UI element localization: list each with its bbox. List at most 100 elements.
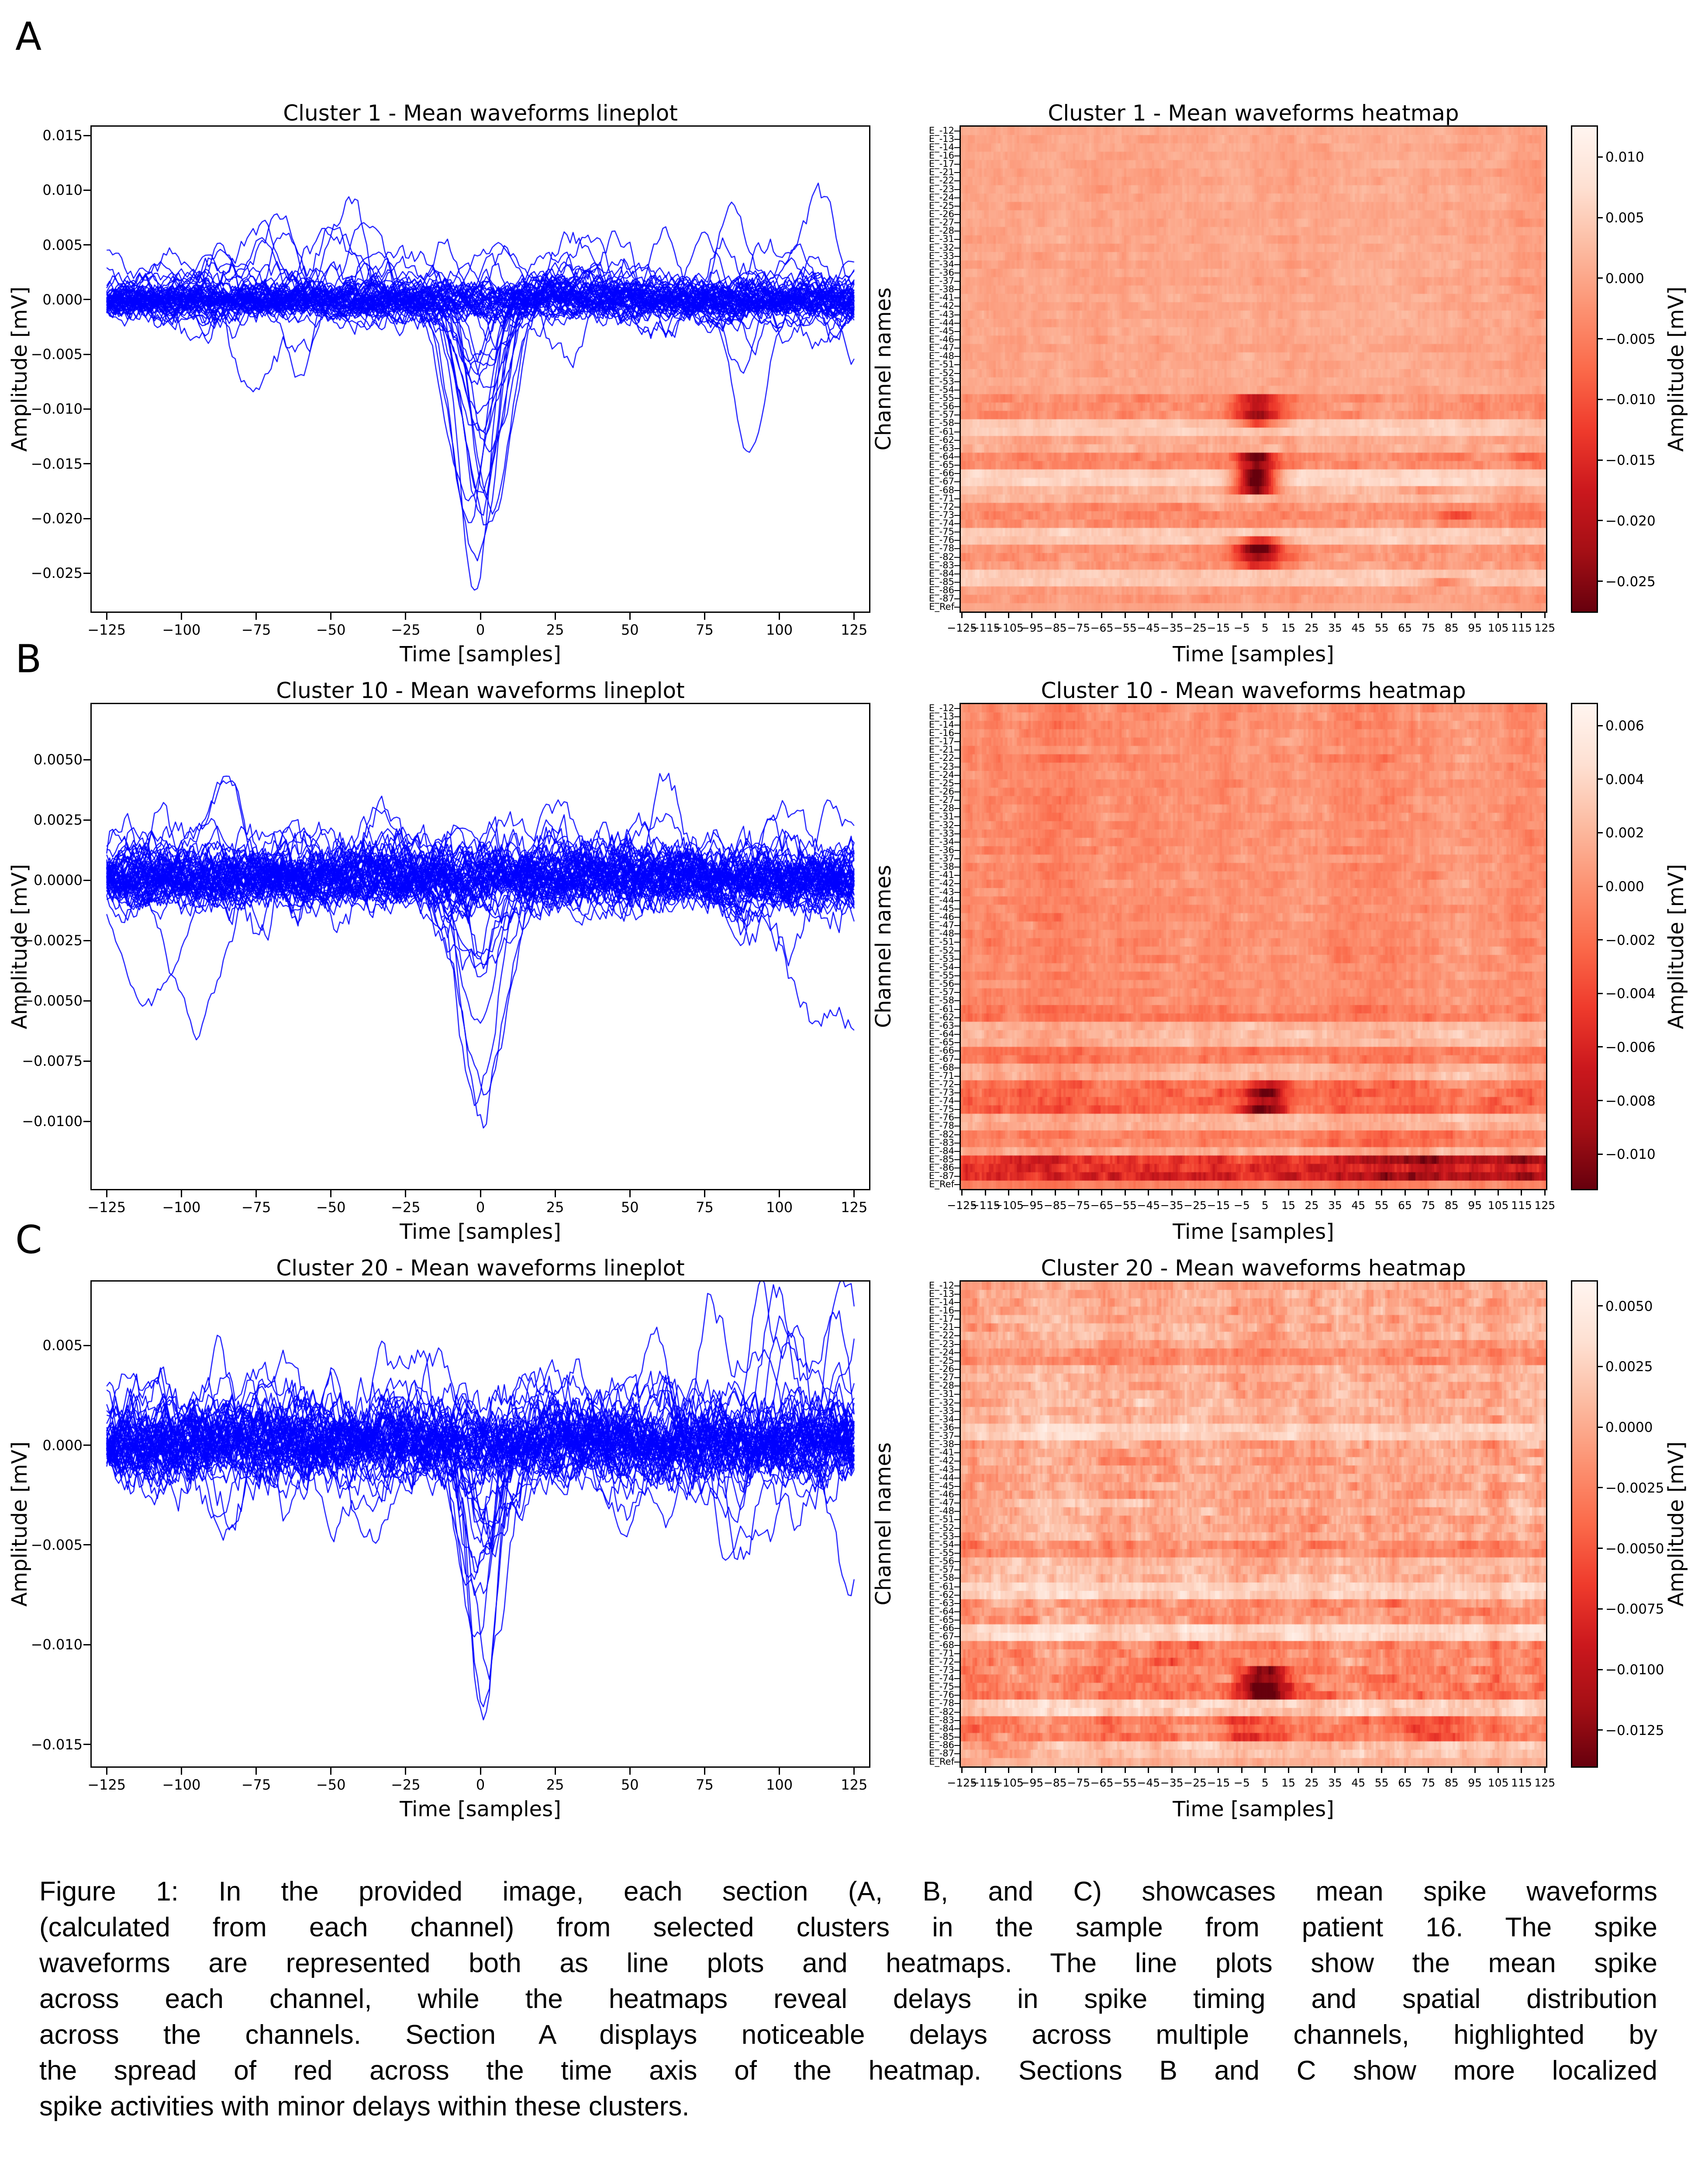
channel-tick-mark — [954, 607, 959, 608]
x-tick-mark — [853, 1190, 855, 1197]
y-tick-label: −0.005 — [31, 1536, 83, 1553]
channel-tick-mark — [954, 733, 959, 734]
heatmap-x-tick-mark — [1451, 613, 1453, 618]
heatmap-x-tick-mark — [1264, 1190, 1266, 1196]
channel-tick-label: E_-42 — [928, 1455, 954, 1466]
x-tick-mark — [629, 613, 631, 620]
channel-tick-label: E_-21 — [928, 744, 954, 755]
channel-tick-mark — [954, 1620, 959, 1621]
channel-tick-label: E_-63 — [928, 1020, 954, 1031]
x-tick-label: −50 — [316, 622, 346, 638]
heatmap-x-tick-mark — [984, 1190, 986, 1196]
channel-tick-mark — [954, 1603, 959, 1604]
heatmap-x-tick-label: −35 — [1160, 1776, 1184, 1789]
heatmap-x-tick-label: 65 — [1398, 1776, 1412, 1789]
channel-tick-mark — [954, 1092, 959, 1093]
heatmap-x-tick-label: 65 — [1398, 1199, 1412, 1212]
heatmap-x-tick-label: 35 — [1328, 622, 1342, 634]
colorbar-tick-label: −0.010 — [1605, 392, 1656, 408]
heatmap-x-tick-mark — [1427, 1768, 1429, 1773]
heatmap-x-tick-label: 105 — [1487, 622, 1509, 634]
heatmap-x-tick-mark — [1381, 1768, 1383, 1773]
channel-tick-label: E_-62 — [928, 1589, 954, 1600]
channel-tick-label: E_Ref — [929, 601, 954, 612]
channel-tick-mark — [954, 791, 959, 792]
y-tick-mark — [83, 1444, 90, 1446]
channel-tick-mark — [954, 708, 959, 709]
channel-tick-mark — [954, 1117, 959, 1119]
y-tick-mark — [83, 1344, 90, 1346]
colorbar-tick-mark — [1597, 725, 1603, 726]
channel-tick-mark — [954, 498, 959, 499]
y-tick-mark — [83, 1060, 90, 1062]
heatmap-title: Cluster 10 - Mean waveforms heatmap — [1041, 678, 1466, 703]
heatmap-x-tick-mark — [1521, 1768, 1522, 1773]
colorbar-tick-label: 0.0050 — [1605, 1298, 1653, 1314]
channel-tick-label: E_-56 — [928, 978, 954, 989]
x-tick-mark — [704, 613, 705, 620]
channel-tick-mark — [954, 356, 959, 357]
heatmap-x-tick-label: 35 — [1328, 1199, 1342, 1212]
heatmap-x-tick-label: 115 — [1511, 622, 1532, 634]
heatmap-x-tick-label: −35 — [1160, 1199, 1184, 1212]
channel-tick-mark — [954, 364, 959, 366]
heatmap-x-tick-mark — [1404, 1190, 1406, 1196]
heatmap-x-tick-label: −5 — [1233, 1776, 1250, 1789]
heatmap-x-tick-mark — [1218, 613, 1219, 618]
channel-tick-label: E_-31 — [928, 811, 954, 822]
colorbar-tick-mark — [1597, 459, 1603, 461]
colorbar-tick-label: −0.004 — [1605, 986, 1656, 1002]
channel-tick-mark — [954, 967, 959, 968]
channel-tick-mark — [954, 1419, 959, 1420]
colorbar-tick-label: −0.005 — [1605, 331, 1656, 347]
channel-tick-label: E_-13 — [928, 711, 954, 722]
channel-tick-label: E_-64 — [928, 451, 954, 462]
y-tick-label: −0.0050 — [22, 992, 83, 1009]
channel-tick-mark — [954, 942, 959, 943]
x-tick-label: −50 — [316, 1776, 346, 1793]
heatmap-x-tick-mark — [1311, 613, 1312, 618]
channel-tick-label: E_-14 — [928, 719, 954, 730]
colorbar-tick-label: 0.005 — [1605, 210, 1644, 226]
channel-tick-mark — [954, 1486, 959, 1487]
y-tick-label: 0.005 — [42, 1337, 83, 1354]
channel-tick-mark — [954, 1042, 959, 1044]
channel-tick-label: E_-38 — [928, 1439, 954, 1450]
colorbar-tick-mark — [1597, 885, 1603, 887]
colorbar-tick-mark — [1597, 1426, 1603, 1428]
heatmap-x-tick-mark — [1008, 1190, 1009, 1196]
channel-tick-label: E_-85 — [928, 1154, 954, 1165]
heatmap-x-tick-label: −15 — [1207, 1199, 1230, 1212]
colorbar-tick-label: −0.010 — [1605, 1147, 1656, 1163]
channel-tick-mark — [954, 833, 959, 834]
channel-tick-label: E_-53 — [928, 1531, 954, 1541]
channel-tick-label: E_-61 — [928, 1581, 954, 1592]
heatmap-x-tick-mark — [1334, 1768, 1336, 1773]
x-tick-mark — [180, 613, 182, 620]
x-tick-label: −75 — [241, 1199, 271, 1216]
channel-tick-mark — [954, 1703, 959, 1704]
heatmap-x-tick-label: −15 — [1207, 1776, 1230, 1789]
channel-tick-label: E_-33 — [928, 1405, 954, 1416]
channel-tick-mark — [954, 825, 959, 826]
channel-tick-mark — [954, 1344, 959, 1345]
channel-tick-label: E_-33 — [928, 828, 954, 839]
heatmap-x-tick-label: −15 — [1207, 622, 1230, 634]
channel-tick-mark — [954, 180, 959, 182]
y-tick-mark — [83, 1000, 90, 1002]
heatmap-x-tick-label: 75 — [1421, 1199, 1436, 1212]
channel-tick-label: E_-13 — [928, 1288, 954, 1299]
heatmap-x-tick-mark — [1008, 1768, 1009, 1773]
channel-tick-mark — [954, 582, 959, 583]
channel-tick-label: E_-53 — [928, 953, 954, 964]
channel-tick-label: E_-44 — [928, 1472, 954, 1483]
channel-tick-label: E_-24 — [928, 192, 954, 203]
heatmap-x-tick-label: 25 — [1305, 622, 1319, 634]
heatmap-x-tick-label: −125 — [947, 1776, 977, 1789]
x-tick-label: −100 — [162, 1199, 201, 1216]
channel-tick-label: E_-43 — [928, 1464, 954, 1475]
x-tick-label: −100 — [162, 622, 201, 638]
y-tick-mark — [83, 1644, 90, 1645]
y-tick-mark — [83, 463, 90, 465]
channel-tick-mark — [954, 481, 959, 483]
